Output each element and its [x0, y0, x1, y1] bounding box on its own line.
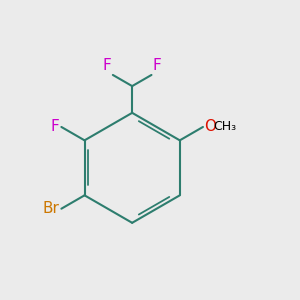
- Text: F: F: [103, 58, 111, 74]
- Text: CH₃: CH₃: [214, 121, 237, 134]
- Text: F: F: [153, 58, 162, 74]
- Text: F: F: [51, 119, 60, 134]
- Text: O: O: [204, 119, 216, 134]
- Text: Br: Br: [42, 201, 59, 216]
